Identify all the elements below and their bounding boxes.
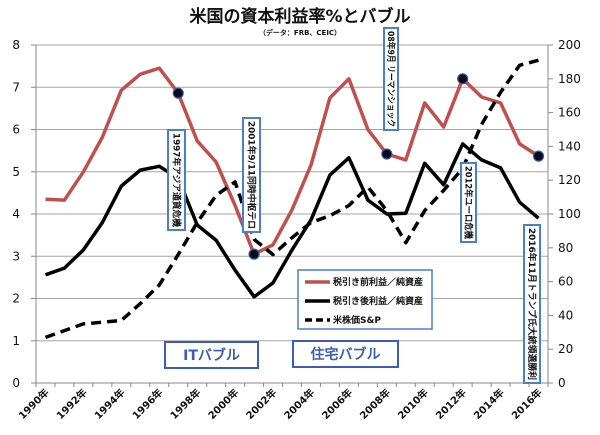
annotation-text: 08年9月 リーマンショック [385,31,397,127]
x-tick-label: 1994年 [92,386,128,422]
x-tick-label: 1998年 [167,386,203,422]
y2-tick-label: 0 [558,376,566,390]
bubble-frame [164,341,259,369]
annotation-text: 2012年ユーロ危機 [463,166,475,239]
y2-tick-label: 100 [558,207,581,221]
y-tick-label: 8 [12,38,20,52]
bubble-frame [292,340,399,368]
x-tick-label: 1992年 [54,386,90,422]
series-line-2 [44,58,539,340]
x-tick-label: 2016年 [509,386,545,422]
bubble-box: ITバブル [164,341,259,369]
x-tick-label: 2010年 [395,386,431,422]
x-tick-label: 2000年 [205,386,241,422]
y-tick-label: 3 [12,249,20,263]
x-axis-ticks: 1990年 1992年 1994年 1996年 1998年 2000年 2002年 2004年… [16,383,549,422]
y2-tick-label: 40 [558,308,573,322]
annotation-frame [460,162,477,243]
x-tick-label: 1990年 [16,386,52,422]
y-tick-label: 1 [12,334,20,348]
event-marker [248,248,260,260]
annotation-frame [242,117,261,233]
y2-tick-label: 120 [558,173,581,187]
y-axis-left-ticks: 0 1 2 3 4 5 6 7 8 [12,38,36,390]
bubble-labels: ITバブル 住宅バブル [164,340,399,369]
event-markers [172,73,545,260]
annotation-box: 2016年11月トランプ氏大統領選勝利 [523,224,541,384]
x-tick-label: 2008年 [357,386,393,422]
event-marker [381,148,393,160]
event-marker [532,150,545,162]
y-tick-label: 2 [12,292,20,306]
annotation-text: 2001年9/11同時中枢テロ [246,121,258,229]
legend-label: 税引き前利益／純資産 [333,276,423,288]
annotation-text: 2016年11月トランプ氏大統領選勝利 [526,228,538,380]
event-marker [457,73,469,85]
annotation-frame [523,224,541,384]
y2-tick-label: 140 [558,139,581,153]
bubble-label: ITバブル [183,347,240,364]
x-tick-label: 2006年 [319,386,355,422]
legend-label: 税引き後利益／純資産 [333,295,423,307]
annotation-frame [383,27,399,131]
y2-tick-label: 180 [558,72,581,86]
annotation-text: 1997年アジア通貨危機 [171,133,183,227]
annotation-box: 2001年9/11同時中枢テロ [242,117,261,233]
y-tick-label: 0 [12,376,20,390]
x-tick-label: 2014年 [471,386,507,422]
chart-subtitle: （データ：FRB、CEIC） [259,28,341,37]
annotation-box: 2012年ユーロ危機 [460,162,477,243]
y-tick-label: 4 [12,207,20,221]
y2-tick-label: 160 [558,106,581,120]
y2-tick-label: 20 [558,342,573,356]
x-tick-label: 2012年 [433,386,469,422]
series-line-1 [44,142,540,299]
y-tick-label: 5 [12,165,20,179]
chart-title: 米国の資本利益率%とバブル [189,6,410,27]
y2-tick-label: 80 [558,241,573,255]
bubble-label: 住宅バブル [311,346,381,363]
annotation-box: 08年9月 リーマンショック [383,27,399,131]
x-tick-label: 2004年 [281,386,317,422]
gridlines [36,44,548,342]
annotation-frame [167,129,186,231]
y-axis-right-ticks: 0 20 40 60 80 100 120 140 160 180 200 [548,38,581,390]
annotations: 1997年アジア通貨危機 2001年9/11同時中枢テロ 08年9月 リーマンショッ… [167,27,541,384]
x-tick-label: 2002年 [243,386,279,422]
x-tick-label: 1996年 [129,386,165,422]
series-line-0 [45,66,540,256]
y-tick-label: 7 [12,80,20,94]
event-marker [172,87,184,99]
series-lines [44,58,540,340]
y-tick-label: 6 [12,123,20,137]
annotation-box: 1997年アジア通貨危機 [167,129,186,231]
legend-label: 米株価S&P [332,314,381,326]
y2-tick-label: 200 [558,38,581,52]
bubble-box: 住宅バブル [292,340,399,368]
y2-tick-label: 60 [558,275,573,289]
